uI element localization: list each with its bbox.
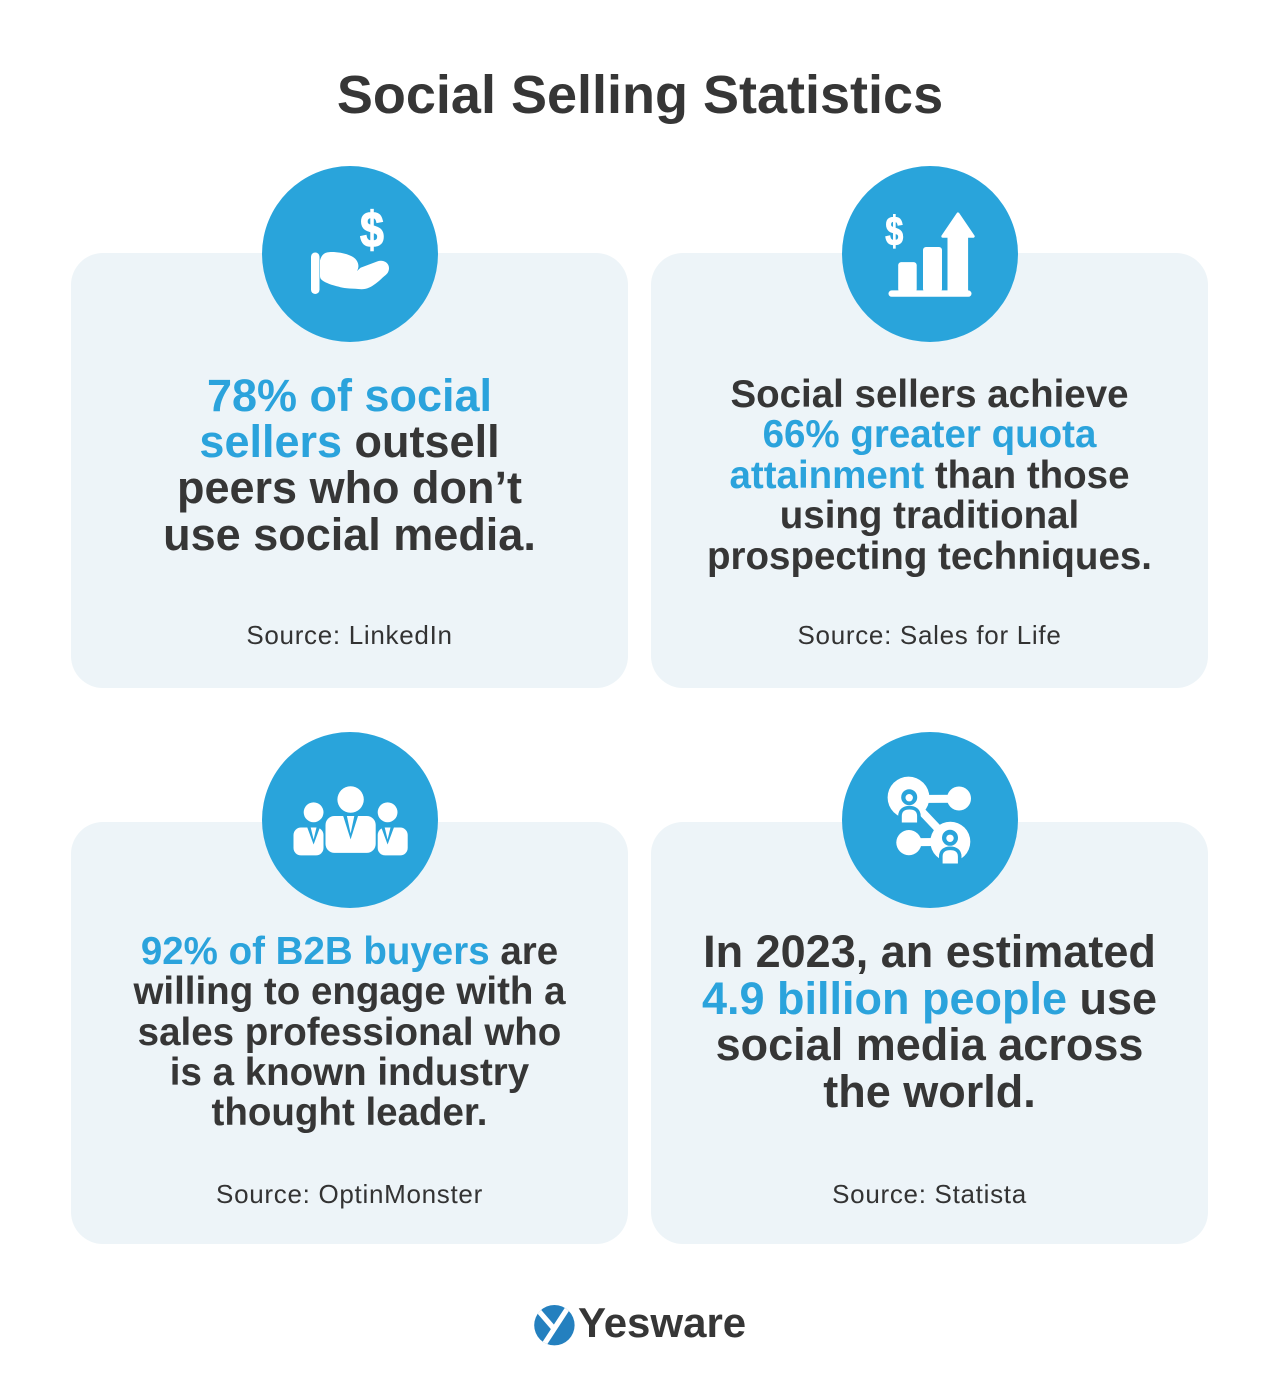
- svg-text:$: $: [360, 202, 384, 258]
- svg-text:$: $: [885, 208, 903, 254]
